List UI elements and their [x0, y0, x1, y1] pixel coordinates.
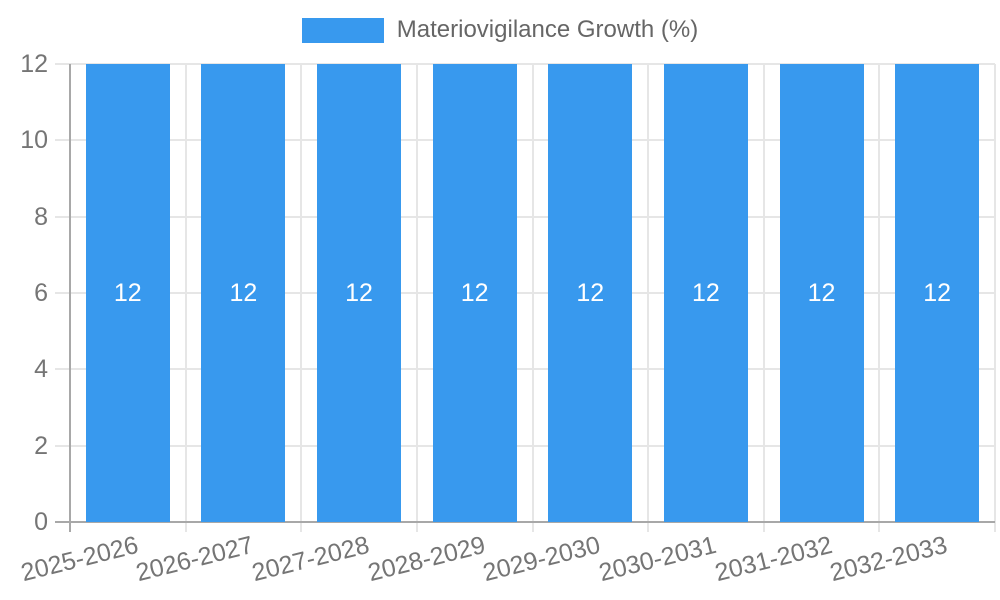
h-gridline	[55, 444, 995, 447]
bar[interactable]: 12	[85, 64, 170, 522]
bar[interactable]: 12	[895, 64, 980, 522]
h-gridline	[55, 292, 995, 294]
v-gridline	[762, 64, 765, 532]
y-tick-label: 6	[34, 279, 48, 307]
v-gridline	[878, 64, 881, 532]
bar-value-label: 12	[345, 279, 373, 307]
v-gridline	[415, 64, 418, 532]
bar[interactable]: 12	[201, 64, 286, 522]
bar-value-label: 12	[460, 279, 489, 307]
bar-value-label: 12	[807, 279, 836, 307]
legend-swatch[interactable]	[301, 17, 384, 43]
bar-value-label: 12	[923, 279, 952, 307]
h-gridline	[55, 139, 995, 142]
bar[interactable]: 12	[317, 64, 402, 522]
y-axis-line	[69, 64, 71, 532]
bar-value-label: 12	[692, 279, 720, 307]
v-gridline	[647, 64, 650, 532]
x-axis-line	[55, 521, 995, 523]
v-gridline	[184, 64, 187, 532]
bar[interactable]: 12	[779, 64, 864, 522]
h-gridline	[55, 63, 995, 65]
bar[interactable]: 12	[663, 64, 748, 522]
y-tick-label: 10	[20, 126, 48, 155]
bar[interactable]: 12	[432, 64, 517, 522]
legend-label[interactable]: Materiovigilance Growth (%)	[396, 16, 699, 43]
v-gridline	[300, 64, 303, 532]
h-gridline	[55, 215, 995, 218]
y-tick-label: 8	[34, 202, 48, 231]
bar-value-label: 12	[576, 279, 605, 307]
legend[interactable]: Materiovigilance Growth (%)	[0, 16, 1000, 44]
y-tick-label: 2	[34, 431, 48, 460]
y-tick-label: 4	[34, 355, 48, 384]
h-gridline	[55, 368, 995, 371]
bar[interactable]: 12	[548, 64, 633, 522]
y-tick-label: 0	[34, 508, 48, 536]
bar-value-label: 12	[229, 279, 258, 307]
v-gridline	[994, 64, 996, 532]
y-tick-label: 12	[20, 50, 48, 78]
bar-value-label: 12	[113, 279, 142, 307]
v-gridline	[531, 64, 534, 532]
